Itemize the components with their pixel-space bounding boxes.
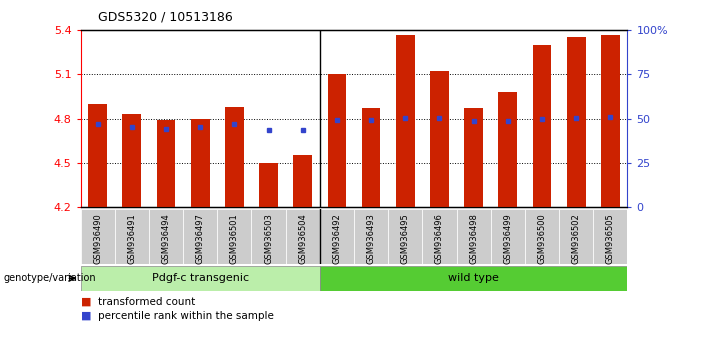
Bar bbox=[533, 45, 552, 207]
Bar bbox=[396, 35, 415, 207]
Bar bbox=[491, 209, 525, 264]
Bar bbox=[422, 209, 456, 264]
Bar bbox=[259, 163, 278, 207]
Bar bbox=[601, 35, 620, 207]
Text: GSM936501: GSM936501 bbox=[230, 213, 239, 264]
Bar bbox=[123, 114, 142, 207]
Bar bbox=[225, 107, 244, 207]
Bar bbox=[327, 74, 346, 207]
Bar bbox=[286, 209, 320, 264]
Bar bbox=[320, 266, 627, 291]
Bar bbox=[464, 108, 483, 207]
Text: GSM936502: GSM936502 bbox=[571, 213, 580, 264]
Bar bbox=[81, 209, 115, 264]
Text: GSM936494: GSM936494 bbox=[161, 213, 170, 264]
Text: GSM936497: GSM936497 bbox=[196, 213, 205, 264]
Bar bbox=[593, 209, 627, 264]
Bar bbox=[156, 120, 175, 207]
Text: GSM936499: GSM936499 bbox=[503, 213, 512, 264]
Text: GSM936505: GSM936505 bbox=[606, 213, 615, 264]
Text: GSM936496: GSM936496 bbox=[435, 213, 444, 264]
Text: GSM936504: GSM936504 bbox=[298, 213, 307, 264]
Bar bbox=[456, 209, 491, 264]
Text: GSM936503: GSM936503 bbox=[264, 213, 273, 264]
Bar bbox=[252, 209, 286, 264]
Bar bbox=[191, 119, 210, 207]
Bar bbox=[354, 209, 388, 264]
Bar bbox=[525, 209, 559, 264]
Bar bbox=[498, 92, 517, 207]
Bar bbox=[388, 209, 422, 264]
Text: GSM936492: GSM936492 bbox=[332, 213, 341, 264]
Text: ■: ■ bbox=[81, 297, 91, 307]
Text: GSM936495: GSM936495 bbox=[401, 213, 410, 264]
Bar bbox=[149, 209, 183, 264]
Bar bbox=[559, 209, 593, 264]
Text: GSM936490: GSM936490 bbox=[93, 213, 102, 264]
Text: GDS5320 / 10513186: GDS5320 / 10513186 bbox=[98, 11, 233, 24]
Bar bbox=[430, 72, 449, 207]
Bar bbox=[115, 209, 149, 264]
Bar bbox=[320, 209, 354, 264]
Text: transformed count: transformed count bbox=[98, 297, 196, 307]
Bar bbox=[566, 38, 585, 207]
Text: ■: ■ bbox=[81, 311, 91, 321]
Text: genotype/variation: genotype/variation bbox=[4, 273, 96, 283]
Bar bbox=[183, 209, 217, 264]
Text: GSM936498: GSM936498 bbox=[469, 213, 478, 264]
Bar bbox=[81, 266, 320, 291]
Bar bbox=[88, 104, 107, 207]
Bar bbox=[217, 209, 252, 264]
Text: percentile rank within the sample: percentile rank within the sample bbox=[98, 311, 274, 321]
Bar bbox=[293, 155, 312, 207]
Text: GSM936500: GSM936500 bbox=[538, 213, 547, 264]
Text: Pdgf-c transgenic: Pdgf-c transgenic bbox=[151, 273, 249, 283]
Text: GSM936493: GSM936493 bbox=[367, 213, 376, 264]
Text: wild type: wild type bbox=[448, 273, 499, 283]
Bar bbox=[362, 108, 381, 207]
Text: GSM936491: GSM936491 bbox=[128, 213, 137, 264]
